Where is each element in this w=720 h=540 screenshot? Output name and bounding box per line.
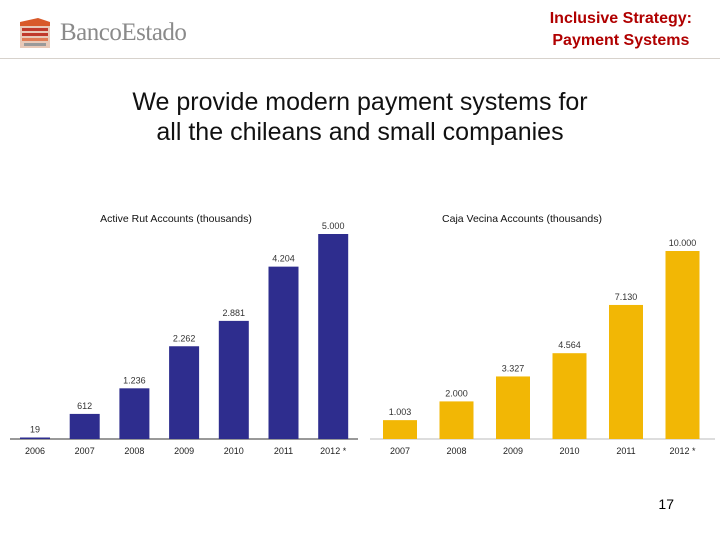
- chart-caja-title: Caja Vecina Accounts (thousands): [442, 213, 602, 225]
- chart-caja-category-label: 2007: [390, 446, 410, 456]
- chart-caja-category-label: 2011: [616, 446, 635, 456]
- chart-rut-value-label: 2.262: [173, 333, 196, 343]
- chart-rut-category-label: 2006: [25, 446, 45, 456]
- chart-rut-category-label: 2007: [75, 446, 95, 456]
- chart-rut-category-label: 2009: [174, 446, 194, 456]
- header-divider: [0, 58, 720, 59]
- chart-rut-title: Active Rut Accounts (thousands): [100, 213, 252, 225]
- chart-caja-bar: [609, 304, 643, 439]
- chart-caja-category-label: 2010: [559, 446, 579, 456]
- chart-rut-bar: [69, 413, 100, 439]
- chart-caja-value-label: 7.130: [615, 292, 638, 302]
- chart-caja-value-label: 1.003: [389, 407, 412, 417]
- header-title-line-2: Payment Systems: [552, 32, 690, 49]
- chart-rut-category-label: 2010: [224, 446, 244, 456]
- chart-rut-bar: [318, 234, 349, 439]
- chart-rut-bar: [119, 388, 150, 439]
- chart-caja-category-label: 2009: [503, 446, 523, 456]
- main-title-line-1: We provide modern payment systems for: [132, 88, 588, 116]
- bank-logo-icon: [18, 16, 52, 50]
- chart-rut-value-label: 1.236: [123, 375, 146, 385]
- chart-rut-value-label: 612: [77, 401, 92, 411]
- chart-rut-value-label: 4.204: [272, 254, 295, 264]
- chart-rut-bar: [218, 320, 249, 439]
- chart-rut-value-label: 5.000: [322, 221, 345, 231]
- chart-rut-value-label: 2.881: [223, 308, 246, 318]
- chart-rut-bar: [169, 346, 200, 439]
- chart-caja-bar: [439, 401, 474, 439]
- chart-caja-category-label: 2012 *: [669, 446, 696, 456]
- header-title-line-1: Inclusive Strategy:: [549, 10, 692, 27]
- chart-caja-value-label: 2.000: [445, 388, 468, 398]
- page-number: 17: [658, 496, 674, 512]
- chart-rut-bar: [268, 266, 299, 439]
- chart-rut-category-label: 2008: [124, 446, 144, 456]
- chart-caja-value-label: 10.000: [669, 238, 697, 248]
- main-title-line-2: all the chileans and small companies: [156, 118, 564, 146]
- bank-logo: BancoEstado: [14, 12, 204, 52]
- chart-caja-bar: [665, 251, 700, 439]
- chart-caja-value-label: 4.564: [558, 340, 581, 350]
- chart-caja-bar: [552, 353, 587, 439]
- chart-rut-bar: [20, 437, 50, 439]
- chart-rut-category-label: 2012 *: [320, 446, 347, 456]
- chart-caja-bar: [496, 376, 530, 439]
- chart-caja-category-label: 2008: [446, 446, 466, 456]
- slide-main-title: We provide modern payment systems for al…: [40, 87, 680, 147]
- bank-logo-text: BancoEstado: [60, 19, 187, 46]
- chart-rut-value-label: 19: [30, 425, 40, 435]
- chart-rut-category-label: 2011: [274, 446, 293, 456]
- chart-caja-bar: [383, 420, 417, 439]
- slide-header-title: Inclusive Strategy: Payment Systems: [550, 8, 692, 52]
- chart-caja-value-label: 3.327: [502, 363, 525, 373]
